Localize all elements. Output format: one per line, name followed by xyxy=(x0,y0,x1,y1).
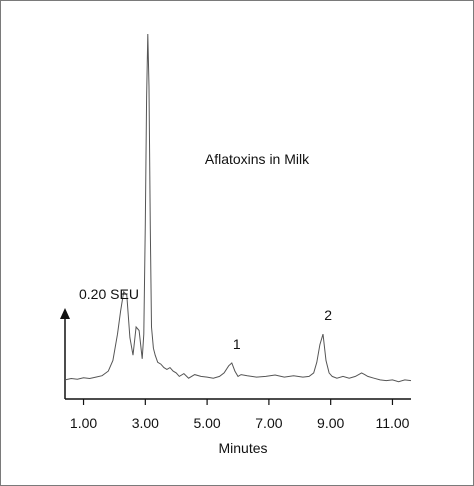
peak-annotations: 12 xyxy=(233,307,332,352)
x-tick-label: 11.00 xyxy=(375,415,409,431)
x-tick-label: 3.00 xyxy=(132,415,159,431)
x-tick-labels: 1.00 3.00 5.00 7.00 9.00 11.00 xyxy=(70,415,410,431)
peak-label: 2 xyxy=(324,307,332,323)
x-tick-label: 9.00 xyxy=(317,415,344,431)
x-axis-label: Minutes xyxy=(218,440,267,456)
axes xyxy=(60,308,411,400)
chromatogram-trace xyxy=(64,33,412,383)
peak-label: 1 xyxy=(233,336,241,352)
chart-title: Aflatoxins in Milk xyxy=(205,151,310,167)
x-tick-label: 7.00 xyxy=(255,415,282,431)
x-tick-label: 1.00 xyxy=(70,415,97,431)
y-axis-arrow-icon xyxy=(60,308,70,319)
x-tick-label: 5.00 xyxy=(193,415,220,431)
scale-bar-label: 0.20 SEU xyxy=(79,286,139,302)
x-ticks xyxy=(82,399,394,405)
